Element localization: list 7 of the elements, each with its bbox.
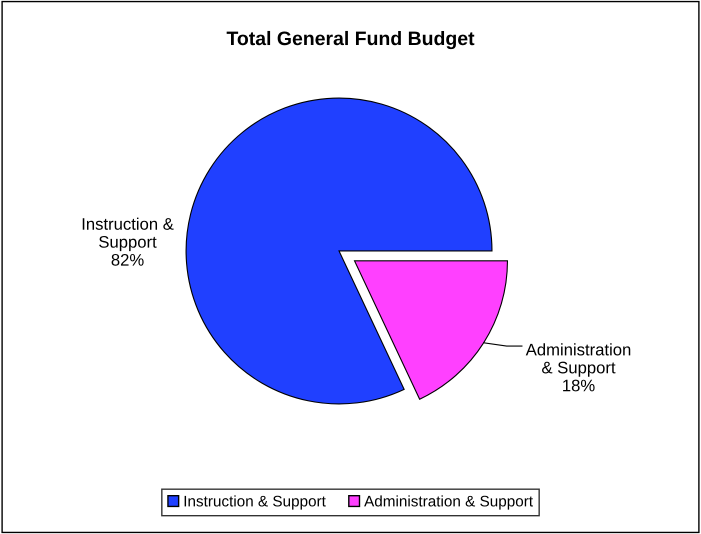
slice-label: Administration & Support bbox=[526, 343, 630, 377]
legend-label: Administration & Support bbox=[364, 495, 533, 510]
data-label: 82% bbox=[112, 254, 144, 266]
legend-label: Instruction & Support bbox=[184, 495, 326, 510]
chart-title: Total General Fund Budget bbox=[226, 30, 474, 50]
data-label: 18% bbox=[563, 380, 595, 392]
slice-label: Instruction & Support bbox=[82, 218, 174, 252]
